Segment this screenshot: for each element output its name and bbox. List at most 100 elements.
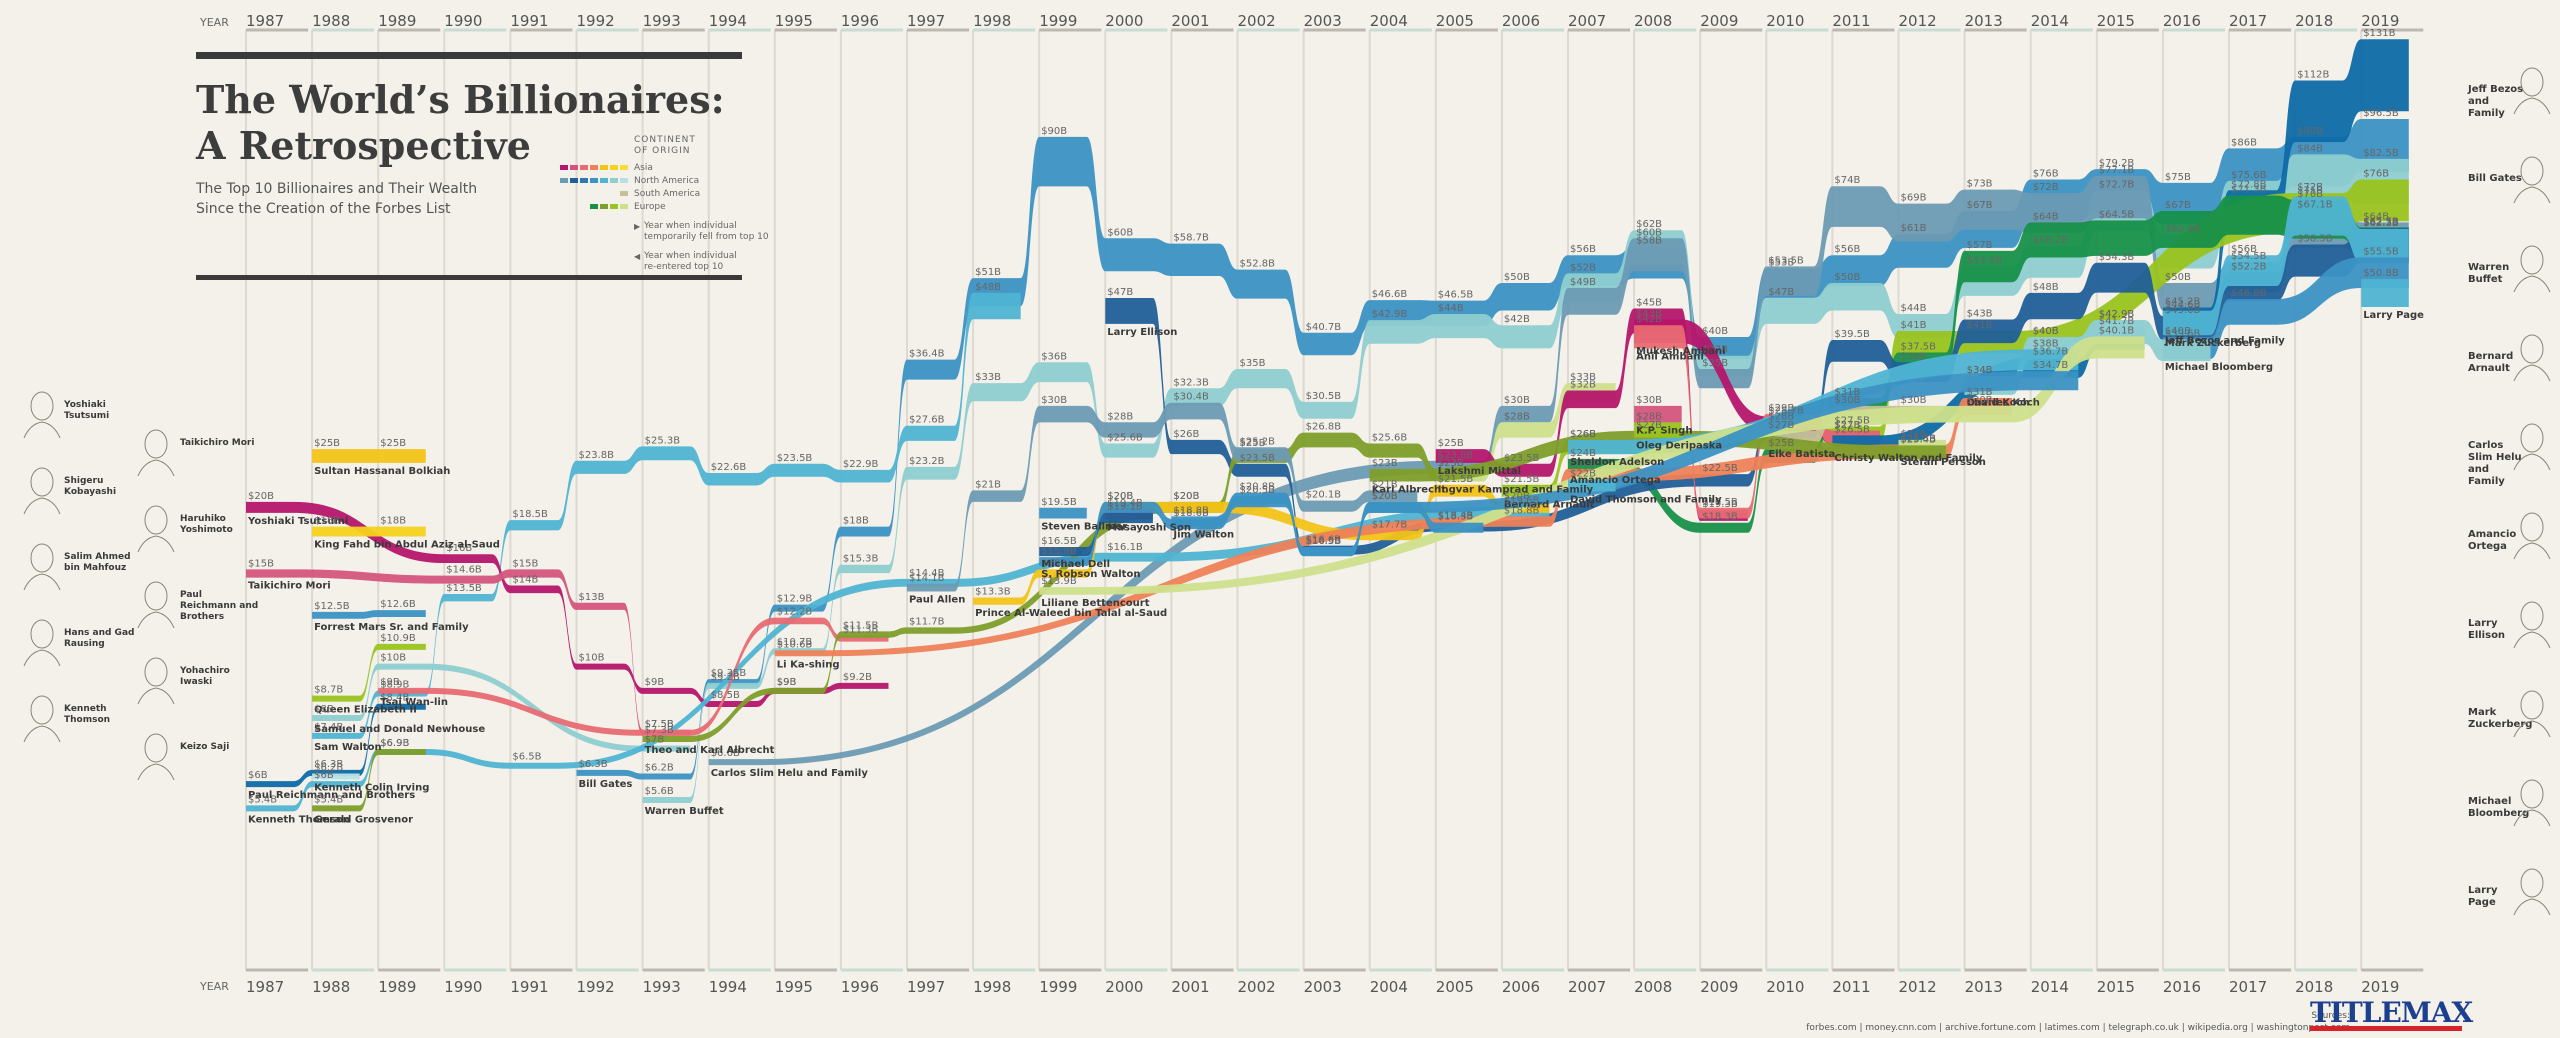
value-label: $42.9B (2099, 309, 2135, 320)
legend-swatch (590, 165, 598, 170)
left-name-label: Hans and Gad Rausing (64, 628, 135, 649)
value-label: $43B (1636, 309, 1662, 320)
value-label: $39.5B (1834, 329, 1870, 340)
value-label: $72B (2033, 182, 2059, 193)
value-label: $72B (2297, 182, 2323, 193)
stream-k-p-singh (1634, 405, 1682, 423)
value-label: $39.6B (2165, 328, 2201, 339)
value-label: $23.2B (909, 456, 945, 467)
value-label: $60.8B (2165, 224, 2201, 235)
year-tick-bottom: 2012 (1899, 978, 1937, 996)
value-label: $26B (1570, 429, 1596, 440)
legend-swatch (600, 204, 608, 209)
value-label: $25.4B (1901, 434, 1937, 445)
value-label: $58.5B (2297, 234, 2333, 245)
legend-label: Europe (634, 201, 666, 212)
stream-sam-walton (312, 292, 1021, 739)
value-label: $18B (380, 516, 406, 527)
series-name-label: David Thomson and Family (1570, 494, 1722, 505)
value-label: $34B (1967, 365, 1993, 376)
stream-michael-bloomberg (2162, 257, 2409, 359)
value-label: $53.5B (1967, 255, 2003, 266)
year-tick-top: 2013 (1965, 12, 2003, 30)
value-label: $7.5B (645, 719, 674, 730)
value-label: $54.5B (2231, 251, 2267, 262)
stream-ribbon (1501, 179, 2409, 497)
value-labels: $6.3B $6.2B$9.35B$12.9B$18B$36.4B$51B$90B… (247, 28, 2424, 825)
stream-ribbon (2162, 257, 2409, 359)
stream-lakshmi-mittal (1435, 308, 1748, 521)
year-tick-top: 1990 (444, 12, 482, 30)
left-name-label: Shigeru Kobayashi (64, 476, 117, 497)
right-name-label: Amancio Ortega (2468, 529, 2517, 552)
series-name-label: K.P. Singh (1636, 425, 1692, 436)
stream-ribbon (246, 501, 889, 708)
stream-oleg-deripaska (1634, 422, 1682, 438)
stream-forrest-mars-sr-and-family (312, 610, 426, 619)
portrait-icon (20, 388, 64, 439)
year-tick-top: 1995 (775, 12, 813, 30)
year-tick-top: 2017 (2229, 12, 2267, 30)
value-label: $24B (1570, 448, 1596, 459)
stream-steven-ballmer (1039, 507, 1087, 519)
stream-ribbon (312, 643, 426, 702)
value-label: $23B (1438, 458, 1464, 469)
stream-ribbon (312, 773, 360, 780)
value-label: $36.7B (2033, 347, 2069, 358)
stream-queen-elizabeth-ii (312, 643, 426, 702)
year-tick-top: 2014 (2031, 12, 2069, 30)
triangle-right-icon: ▶ (634, 222, 641, 231)
value-label: $44B (1438, 303, 1464, 314)
stream-kenneth-colin-irving (312, 773, 360, 780)
stream-gerald-grosvenor (312, 748, 426, 812)
legend-swatch (600, 165, 608, 170)
value-label: $30B (1834, 395, 1860, 406)
legend-reentered-note: ◀ Year when individual re-entered top 10 (634, 251, 769, 273)
portrait-icon (134, 730, 178, 781)
year-tick-bottom: 1990 (444, 978, 482, 996)
value-label: $20B (1107, 491, 1133, 502)
portrait-icon (2510, 242, 2554, 293)
year-tick-top: 1998 (973, 12, 1011, 30)
legend-swatch (570, 165, 578, 170)
stream-sultan-hassanal-bolkiah (312, 449, 426, 463)
value-label: $62.7B (2363, 216, 2399, 227)
stream-king-fahd-bin-abdul-aziz-al-saud (312, 526, 426, 537)
value-label: $12.6B (380, 599, 416, 610)
year-tick-top: 2009 (1700, 12, 1738, 30)
year-tick-bottom: 1989 (378, 978, 416, 996)
value-label: $25B (380, 438, 406, 449)
year-tick-bottom: 1997 (907, 978, 945, 996)
value-label: $30B (1041, 395, 1067, 406)
stream-anil-ambani (1634, 325, 1880, 519)
series-name-label: David Koch (1967, 398, 2030, 409)
value-label: $60B (1636, 227, 1662, 238)
subtitle-line-2: Since the Creation of the Forbes List (196, 201, 451, 217)
value-label: $25B (314, 438, 340, 449)
stream-ribbon (1964, 320, 2211, 395)
year-axis-word-bottom: YEAR (199, 980, 229, 993)
series-name-label: Prince Al-Waleed bin Talal al-Saud (975, 608, 1167, 619)
value-label: $25.6B (1107, 433, 1143, 444)
legend-swatch (590, 178, 598, 183)
logo-underline (2310, 1026, 2462, 1031)
left-name-label: Haruhiko Yoshimoto (180, 514, 233, 535)
right-name-label: Jeff Bezos and Family (2468, 84, 2524, 119)
portrait-icon (134, 654, 178, 705)
value-label: $62.3B (2363, 218, 2399, 229)
value-label: $7B (645, 735, 665, 746)
value-label: $10.6B (777, 639, 813, 650)
series-name-label: Ingvar Kamprad and Family (1438, 485, 1594, 496)
value-label: $7.3B (645, 725, 674, 736)
left-name-label: Yoshiaki Tsutsumi (64, 400, 110, 421)
portrait-icon (20, 692, 64, 743)
stream-ribbon (774, 398, 2013, 657)
value-label: $20B (1372, 491, 1398, 502)
value-label: $23B (1570, 458, 1596, 469)
year-tick-bottom: 2001 (1171, 978, 1209, 996)
right-name-label: Carlos Slim Helu and Family (2468, 440, 2522, 487)
logo-text: TITLEMAX (2310, 996, 2473, 1029)
value-label: $22.5B (1702, 463, 1738, 474)
stream-prince-al-waleed-bin-talal-al-saud (973, 484, 1550, 605)
